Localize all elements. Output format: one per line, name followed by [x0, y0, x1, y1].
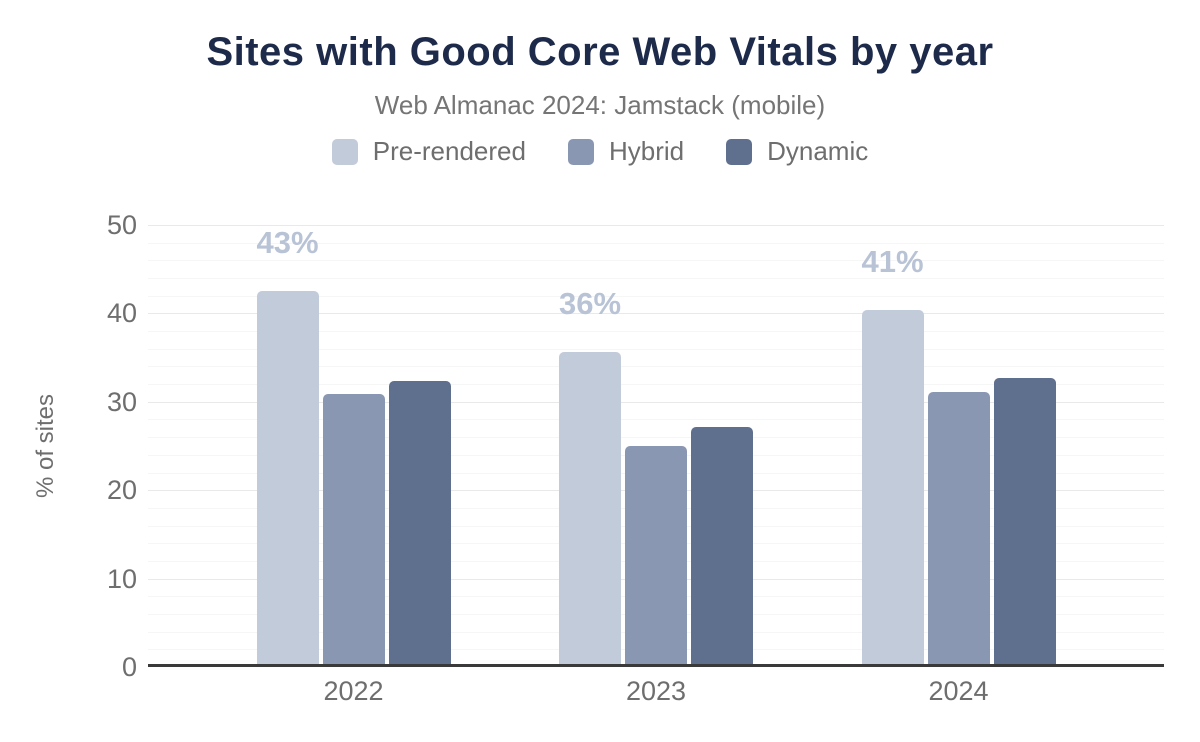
bar-hybrid-2024: [927, 392, 990, 667]
legend-item-dynamic: Dynamic: [726, 136, 868, 167]
gridline-major: [148, 313, 1164, 315]
bar-hybrid-2023: [625, 446, 687, 667]
legend-swatch-icon: [567, 138, 594, 165]
x-tick-label: 2024: [928, 676, 989, 706]
gridline-minor: [148, 384, 1164, 386]
chart-title: Sites with Good Core Web Vitals by year: [206, 30, 994, 74]
y-tick-label: 0: [121, 652, 137, 682]
gridline-minor: [148, 242, 1164, 244]
y-tick-label: 50: [106, 210, 137, 240]
legend-item-hybrid: Hybrid: [567, 136, 685, 167]
x-tick-label: 2022: [323, 676, 384, 706]
bar-pre-rendered-2023: [559, 352, 621, 667]
gridline-minor: [148, 366, 1164, 368]
legend-label: Hybrid: [608, 136, 685, 166]
gridline-major: [148, 225, 1164, 226]
bar-pre-rendered-2022: [256, 291, 319, 667]
gridline-minor: [148, 348, 1164, 350]
y-tick-label: 30: [106, 386, 137, 417]
bar-data-label: 43%: [256, 225, 319, 261]
x-tick-label: 2023: [625, 676, 687, 706]
gridline-minor: [148, 278, 1164, 280]
bar-dynamic-2022: [388, 380, 451, 667]
legend-item-pre-rendered: Pre-rendered: [331, 136, 526, 167]
gridline-minor: [148, 419, 1164, 421]
gridline-minor: [148, 331, 1164, 333]
legend-label: Pre-rendered: [372, 136, 526, 166]
y-tick-label: 40: [106, 298, 137, 329]
legend-swatch-icon: [331, 138, 358, 165]
legend-swatch-icon: [726, 138, 753, 165]
y-tick-label: 20: [106, 475, 137, 506]
legend: Pre-rendered Hybrid Dynamic: [0, 136, 1200, 167]
bar-data-label: 36%: [558, 286, 622, 322]
gridline-minor: [148, 295, 1164, 297]
gridline-major: [148, 401, 1164, 403]
gridline-minor: [148, 260, 1164, 262]
y-axis-title: % of sites: [32, 393, 59, 499]
y-tick-label: 10: [106, 563, 137, 594]
bar-dynamic-2024: [993, 377, 1056, 667]
gridline-minor: [148, 437, 1164, 439]
bar-data-label: 41%: [861, 243, 924, 279]
x-axis-line: [148, 664, 1164, 667]
chart-subtitle: Web Almanac 2024: Jamstack (mobile): [374, 90, 826, 120]
bar-hybrid-2022: [322, 393, 385, 667]
bar-pre-rendered-2024: [861, 309, 924, 667]
legend-label: Dynamic: [767, 136, 869, 166]
bar-dynamic-2023: [691, 427, 753, 667]
